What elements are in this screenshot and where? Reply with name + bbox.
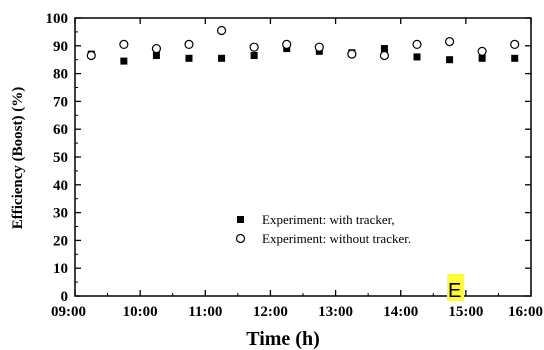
legend-label-with-tracker: Experiment: with tracker, — [262, 212, 395, 227]
point-without-tracker — [249, 42, 259, 52]
point-without-tracker — [510, 39, 520, 50]
x-tick-label: 16:00 — [508, 304, 543, 320]
y-tick-label: 10 — [53, 261, 68, 277]
y-axis-title: Efficiency (Boost) (%) — [10, 87, 26, 229]
point-with-tracker — [446, 56, 454, 64]
legend-label-without-tracker: Experiment: without tracker. — [262, 231, 411, 246]
y-tick-label: 30 — [53, 206, 68, 222]
point-without-tracker — [477, 46, 487, 56]
point-with-tracker — [511, 54, 519, 62]
data-points — [86, 25, 520, 65]
x-tick-label: 10:00 — [123, 304, 158, 320]
y-tick-label: 50 — [53, 150, 68, 166]
y-tick-label: 40 — [53, 178, 68, 194]
point-without-tracker — [314, 42, 324, 52]
point-without-tracker — [282, 39, 292, 50]
point-without-tracker — [151, 43, 162, 54]
legend: Experiment: with tracker, Experiment: wi… — [235, 212, 411, 246]
point-with-tracker — [478, 54, 486, 62]
point-with-tracker — [120, 57, 128, 65]
point-without-tracker — [412, 39, 422, 50]
y-tick-label: 70 — [53, 94, 68, 110]
y-tick-label: 20 — [53, 233, 68, 249]
x-tick-label: 12:00 — [253, 304, 288, 320]
point-with-tracker — [250, 52, 258, 60]
point-without-tracker — [86, 50, 96, 61]
point-without-tracker — [216, 25, 227, 36]
x-tick-label: 15:00 — [448, 304, 483, 320]
y-tick-label: 60 — [53, 122, 68, 138]
point-without-tracker — [444, 37, 455, 47]
y-tick-label: 90 — [53, 39, 68, 55]
point-with-tracker — [185, 54, 193, 62]
x-tick-label: 13:00 — [318, 304, 353, 320]
point-with-tracker — [380, 45, 388, 53]
x-tick-label: 11:00 — [188, 304, 222, 320]
x-tick-label: 09:00 — [51, 304, 86, 320]
point-without-tracker — [119, 39, 129, 50]
y-tick-label: 100 — [46, 11, 69, 27]
point-with-tracker — [218, 54, 226, 62]
x-tick-labels: 09:00 10:00 11:00 12:00 13:00 14:00 15:00 16:00 — [51, 304, 543, 320]
point-with-tracker — [413, 53, 421, 61]
y-tick-label: 80 — [53, 67, 68, 83]
point-without-tracker — [184, 39, 194, 50]
y-tick-labels: 0 10 20 30 40 50 60 70 80 90 100 — [46, 11, 69, 305]
x-tick-label: 14:00 — [383, 304, 418, 320]
annotation-highlight — [447, 274, 464, 301]
legend-marker-without-tracker — [235, 233, 246, 244]
plot-frame — [74, 17, 532, 297]
x-axis-title: Time (h) — [246, 328, 320, 350]
point-without-tracker — [347, 49, 357, 59]
legend-marker-with-tracker — [237, 216, 244, 223]
annotation-text: E — [448, 280, 461, 302]
highlight-annotation: E — [447, 274, 464, 302]
point-with-tracker — [152, 52, 160, 60]
y-tick-label: 0 — [61, 289, 69, 305]
point-without-tracker — [379, 50, 390, 61]
